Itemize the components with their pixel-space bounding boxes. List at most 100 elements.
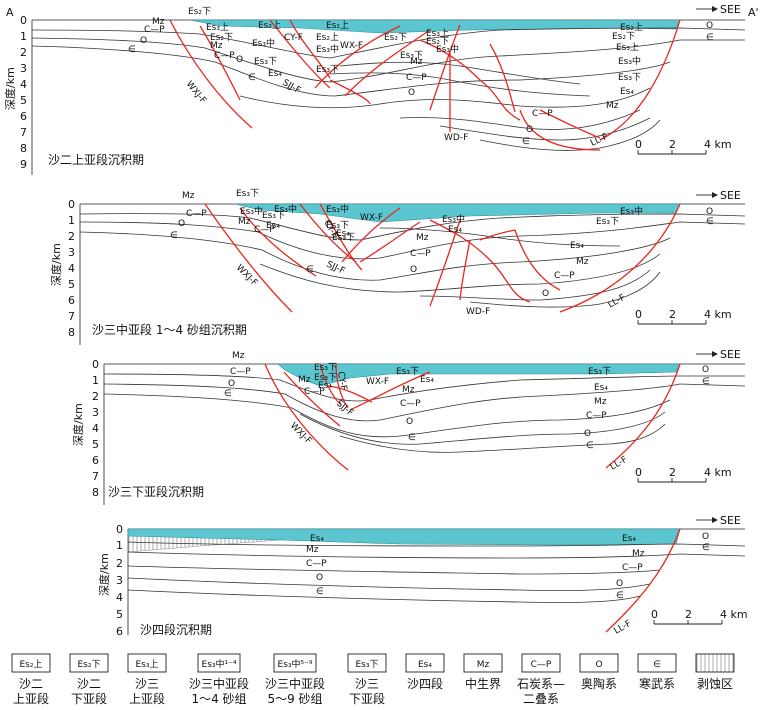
depth-tick: 1 [92,374,99,387]
stratum-label: Es₄ [594,383,608,393]
legend-item: Es₃下 沙三 下亚段 [347,653,387,706]
stratum-label: Es₃中 [240,205,263,217]
stratum-label: Mz [238,217,251,227]
stratum-label: Es₃上 [206,22,229,33]
stratum-label: Mz [632,549,645,559]
legend-symbol: ∈ [653,660,661,670]
panel-labels: Es₄ Mz C—P O ∈ Es₄ Mz C—P O ∈ O ∈ LL-F [306,532,710,637]
stratum-label: O [140,36,147,46]
fault-label: WXJ-F [184,80,208,106]
stratum-label: Es₂上 [258,20,281,31]
legend: Es₂上 沙二 上亚段 Es₂下 沙二 下亚段 Es₃上 沙三 上亚段 Es₃中… [11,653,735,706]
depth-tick: 0 [92,358,99,371]
fault-label: WX-F [366,377,389,387]
stratum-label: Mz [606,101,619,111]
stratum-label: O [410,265,417,275]
stratum-label: ∈ [306,265,314,275]
see-direction: SEE [696,3,741,16]
stratum-label: ∈ [170,231,178,241]
stratum-label: ∈ [706,217,714,227]
depth-ticks: 0 1 2 3 4 5 6 7 8 9 [20,14,27,171]
stratum-label: O [706,21,713,31]
fault-label: LL-F [609,455,630,473]
panel-title: 沙三中亚段 1～4 砂组沉积期 [92,322,247,337]
fault-label: LL-F [613,619,634,637]
stratum-label: ∈ [522,137,530,147]
stratum-label: O [316,573,323,583]
legend-symbol: Es₄ [418,660,432,670]
section-left-label: A [6,6,14,19]
stratum-label: Es₃下 [326,221,349,231]
stratum-label: Es₃上 [616,42,639,53]
legend-caption: 沙三 [355,677,379,691]
km-scale-label: 4 km [704,308,732,321]
legend-caption: 寒武系 [639,676,675,691]
stratum-label: ∈ [616,591,624,601]
stratum-label: Mz [594,397,607,407]
depth-tick: 0 [20,14,27,27]
stratum-label: ∈ [128,45,136,55]
stratum-label: C—P [622,563,643,573]
km-scale: 0 2 4 km [635,138,732,155]
depth-tick: 2 [20,46,27,59]
legend-item: Es₂上 沙二 上亚段 [11,653,51,706]
panel-title: 沙二上亚段沉积期 [48,152,144,167]
km-scale-label: 4 km [704,138,732,151]
legend-caption: 二叠系 [523,692,559,706]
legend-item: Es₃中⁵⁻⁹ 沙三中亚段 5～9 砂组 [265,653,325,706]
stratum-label: WX-F [340,41,363,51]
km-scale-label: 0 [651,608,658,621]
stratum-label: ∈ [706,33,714,43]
stratum-label: O [526,125,533,135]
stratum-label: O [178,219,185,229]
stratum-label: Es₄ [620,87,634,97]
stratum-label: ∈ [316,587,324,597]
stratum-label: Es₂下 [384,33,407,43]
km-scale-label: 2 [669,138,676,151]
strata-lines [103,373,746,453]
see-direction: SEE [696,514,741,527]
legend-item: Es₂下 沙二 下亚段 [69,653,109,706]
stratum-label: C—P [306,559,327,569]
stratum-label: Es₃下 [316,65,339,75]
depth-ticks: 0 1 2 3 4 5 6 7 8 [92,358,99,499]
stratum-label: Es₃下 [618,73,641,83]
depth-axis-title: 深度/km [97,553,111,596]
legend-symbol: Es₂上 [20,659,43,670]
see-direction: SEE [696,348,741,361]
km-scale: 0 2 4 km [635,466,732,483]
stratum-label: Es₃下 [254,57,277,67]
stratum-label: Es₃中 [442,213,465,225]
stratum-label: Mz [152,17,165,27]
stratum-label: Es₂上 [620,22,643,33]
stratum-label: O [584,429,591,439]
fault-lines [169,19,681,151]
fault-label: SJJ-F [281,78,303,96]
stratum-label: O [542,289,549,299]
legend-caption: 沙三中亚段 [189,676,249,691]
depth-tick: 3 [20,62,27,75]
panel-title: 沙四段沉积期 [140,622,212,637]
stratum-label: ∈ [224,389,232,399]
stratum-label: Es₃下 [400,51,423,61]
stratum-label: Es₄ [268,69,282,79]
fault-label: SJJ-F [325,260,347,277]
stratum-label: Es₃下 [596,217,619,227]
depth-tick: 7 [20,126,27,139]
depth-ticks: 0 1 2 3 4 5 6 [116,523,123,638]
fault-label: CY-F [335,371,348,391]
legend-item: ∈ 寒武系 [637,653,677,691]
depth-axis-title: 深度/km [3,67,17,110]
stratum-label: Es₃中 [618,55,641,67]
depth-tick: 6 [116,625,123,638]
stratum-label: Es₂下 [612,32,635,42]
legend-caption: 沙三中亚段 [265,676,325,691]
depth-tick: 4 [20,78,27,91]
fault-label: SJJ-F [334,399,355,419]
depth-tick: 1 [116,539,123,552]
stratum-label: ∈ [586,441,594,451]
depth-tick: 5 [92,438,99,451]
legend-caption: 中生界 [465,676,501,691]
stratum-label: C—P [406,73,427,83]
